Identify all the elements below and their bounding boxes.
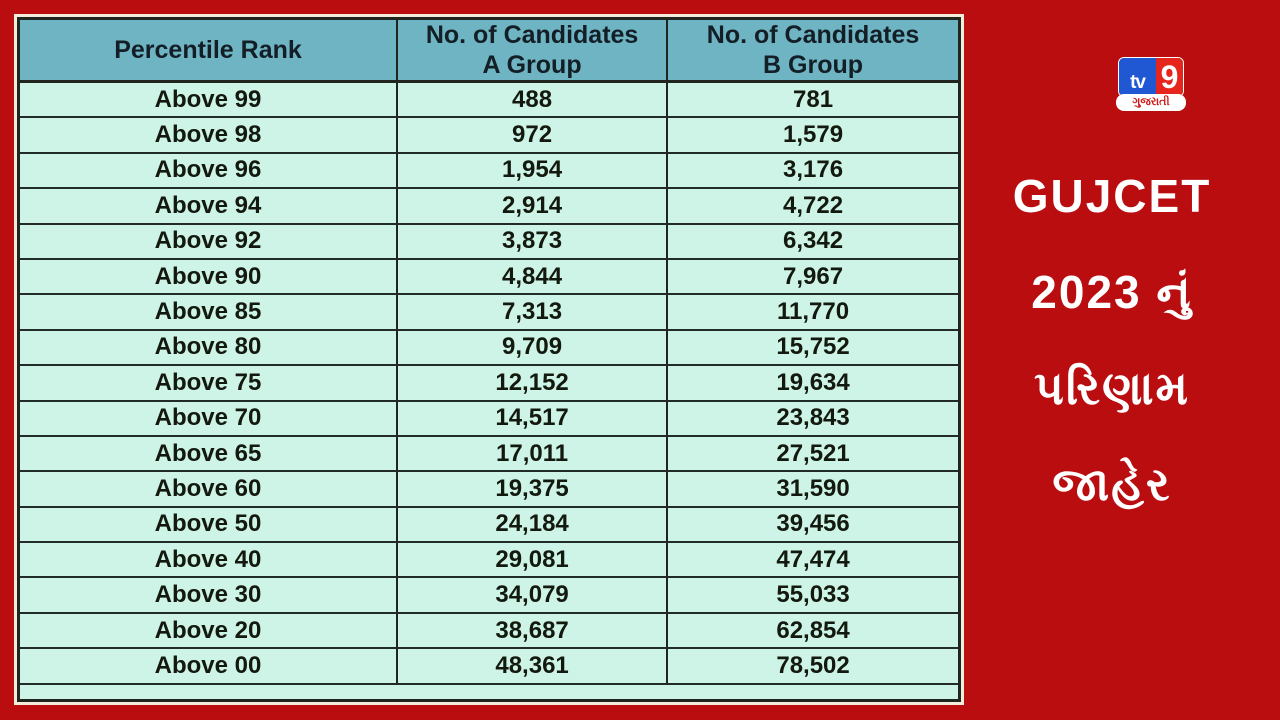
a-group-count-cell: 972: [398, 118, 669, 152]
table-row: Above 94 2,914 4,722: [20, 189, 958, 225]
b-group-count-cell: 31,590: [776, 474, 850, 502]
a-group-count-cell: 3,873: [398, 224, 669, 258]
b-group-count-cell: 62,854: [776, 616, 850, 644]
a-group-count-cell: 1,954: [398, 153, 669, 188]
b-group-count-cell: 78,502: [776, 651, 850, 679]
b-group-count-cell: 55,033: [776, 581, 850, 609]
tv9-logo-tv-text: tv: [1119, 58, 1157, 96]
b-group-count-cell: 6,342: [783, 227, 844, 255]
percentile-rank-cell: Above 00: [20, 649, 398, 683]
table-header-row: Percentile Rank No. of Candidates A Grou…: [20, 20, 958, 83]
percentile-rank-cell: Above 50: [20, 507, 398, 542]
percentile-rank-cell: Above 92: [20, 224, 398, 258]
table-row: Above 50 24,184 39,456: [20, 507, 958, 544]
table-row: Above 00 48,361 78,502: [20, 649, 958, 685]
percentile-rank-cell: Above 96: [20, 153, 398, 188]
tv9-logo-banner: ગુજરાતી: [1116, 94, 1186, 111]
percentile-rank-cell: Above 65: [20, 436, 398, 471]
a-group-count-cell: 29,081: [398, 543, 669, 577]
header-candidates-a-group: No. of Candidates A Group: [398, 20, 669, 80]
percentile-rank-cell: Above 75: [20, 366, 398, 400]
a-group-count-cell: 38,687: [398, 613, 669, 648]
b-group-count-cell: 47,474: [776, 545, 850, 573]
tv9-gujarati-logo: tv 9 ગુજરાતી: [1116, 57, 1186, 117]
percentile-rank-cell: Above 90: [20, 259, 398, 294]
table-row: Above 99 488 781: [20, 83, 958, 119]
a-group-count-cell: 34,079: [398, 578, 669, 612]
table-row: Above 70 14,517 23,843: [20, 401, 958, 437]
table-panel: Percentile Rank No. of Candidates A Grou…: [14, 14, 964, 705]
table-row: Above 60 19,375 31,590: [20, 472, 958, 508]
b-group-count-cell: 4,722: [783, 191, 844, 219]
percentile-rank-cell: Above 20: [20, 613, 398, 648]
table-row: Above 65 17,011 27,521: [20, 436, 958, 473]
percentile-rank-cell: Above 80: [20, 330, 398, 365]
percentile-rank-cell: Above 94: [20, 189, 398, 223]
percentile-rank-cell: Above 98: [20, 118, 398, 152]
table-row: Above 20 38,687 62,854: [20, 613, 958, 650]
header-percentile-rank: Percentile Rank: [20, 20, 398, 80]
b-group-count-cell: 11,770: [777, 298, 850, 326]
b-group-count-cell: 19,634: [776, 368, 850, 396]
table-row: Above 40 29,081 47,474: [20, 543, 958, 579]
b-group-count-cell: 15,752: [776, 333, 850, 361]
table-row: Above 96 1,954 3,176: [20, 153, 958, 190]
percentile-rank-cell: Above 30: [20, 578, 398, 612]
headline: GUJCET 2023 નું પરિણામ જાહેર: [966, 148, 1258, 532]
tv9-logo-nine-text: 9: [1156, 58, 1183, 96]
table-bottom-filler: [20, 685, 958, 720]
a-group-count-cell: 4,844: [398, 259, 669, 294]
a-group-count-cell: 24,184: [398, 507, 669, 542]
header-label-line1: No. of Candidates: [425, 21, 639, 49]
a-group-count-cell: 19,375: [398, 472, 669, 506]
a-group-count-cell: 48,361: [398, 649, 669, 683]
header-label: Percentile Rank: [114, 36, 302, 64]
table-body: Above 99 488 781 Above 98 972 1,579 Above 96 1,…: [20, 83, 958, 720]
a-group-count-cell: 14,517: [398, 401, 669, 435]
b-group-count-cell: 781: [793, 85, 834, 113]
header-label-line1: No. of Candidates: [706, 21, 920, 49]
tv9-logo-box: tv 9: [1118, 57, 1184, 97]
a-group-count-cell: 2,914: [398, 189, 669, 223]
header-candidates-b-group: No. of Candidates B Group: [668, 20, 958, 80]
headline-line: જાહેર: [1052, 458, 1172, 510]
a-group-count-cell: 7,313: [398, 295, 669, 329]
table-row: Above 90 4,844 7,967: [20, 259, 958, 296]
table-row: Above 98 972 1,579: [20, 118, 958, 154]
header-label-line2: B Group: [763, 51, 864, 79]
percentile-rank-cell: Above 60: [20, 472, 398, 506]
headline-line: 2023 નું: [1031, 266, 1193, 318]
header-label-line2: A Group: [482, 51, 582, 79]
b-group-count-cell: 3,176: [783, 156, 844, 184]
b-group-count-cell: 1,579: [783, 121, 844, 149]
b-group-count-cell: 39,456: [776, 510, 850, 538]
a-group-count-cell: 9,709: [398, 330, 669, 365]
percentile-rank-cell: Above 99: [20, 83, 398, 117]
a-group-count-cell: 17,011: [398, 436, 669, 471]
candidates-table: Percentile Rank No. of Candidates A Grou…: [17, 17, 961, 702]
percentile-rank-cell: Above 70: [20, 401, 398, 435]
table-row: Above 75 12,152 19,634: [20, 366, 958, 402]
headline-line: પરિણામ: [1034, 362, 1190, 414]
b-group-count-cell: 7,967: [783, 262, 844, 290]
b-group-count-cell: 23,843: [776, 404, 850, 432]
percentile-rank-cell: Above 85: [20, 295, 398, 329]
headline-line: GUJCET: [1012, 170, 1212, 222]
table-row: Above 92 3,873 6,342: [20, 224, 958, 260]
a-group-count-cell: 12,152: [398, 366, 669, 400]
percentile-rank-cell: Above 40: [20, 543, 398, 577]
table-row: Above 30 34,079 55,033: [20, 578, 958, 614]
a-group-count-cell: 488: [398, 83, 669, 117]
table-row: Above 80 9,709 15,752: [20, 330, 958, 367]
table-row: Above 85 7,313 11,770: [20, 295, 958, 331]
b-group-count-cell: 27,521: [776, 439, 850, 467]
